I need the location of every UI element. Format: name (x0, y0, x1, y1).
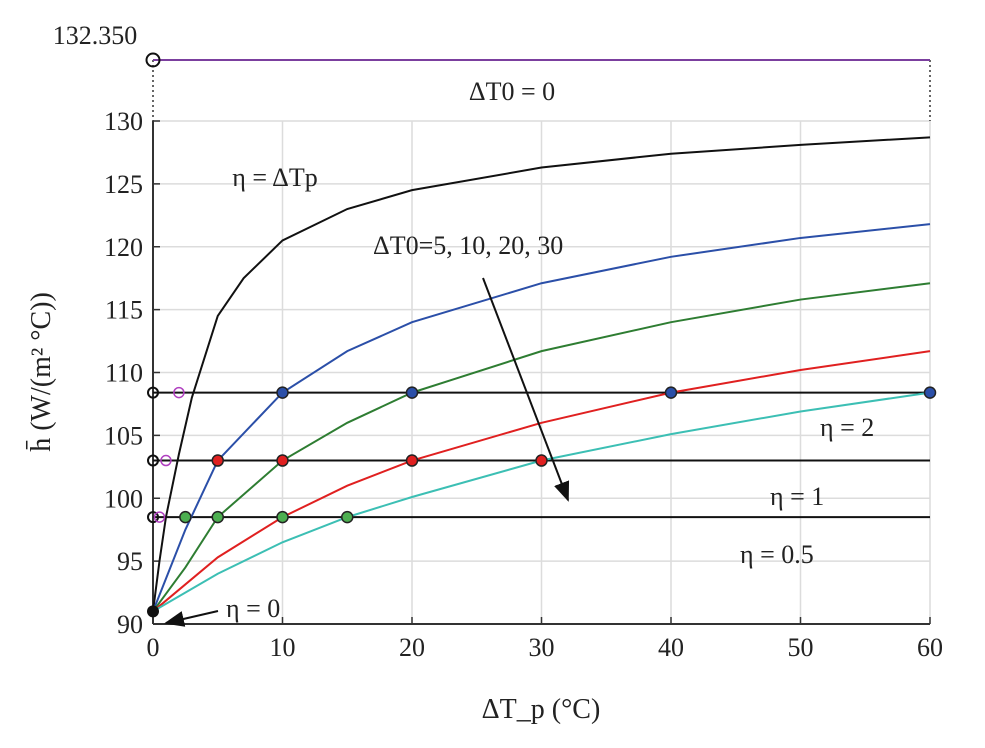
y-tick-label: 115 (105, 296, 143, 325)
data-marker (179, 510, 192, 524)
label-eta-2: η = 2 (820, 413, 874, 442)
x-tick-label: 60 (917, 633, 943, 662)
y-tick-label: 125 (104, 170, 143, 199)
series-line (152, 223, 931, 612)
annotation-eta-dtp: η = ΔTp (232, 163, 317, 192)
y-break-label: 132.350 (53, 21, 138, 50)
origin-marker (147, 605, 159, 618)
y-tick-label: 90 (117, 610, 143, 639)
data-marker (276, 454, 289, 467)
series-line (152, 282, 931, 613)
annotation-dt0-zero: ΔT0 = 0 (469, 77, 555, 106)
x-tick-label: 0 (147, 633, 160, 662)
x-tick-label: 40 (658, 633, 684, 662)
y-tick-label: 120 (104, 233, 143, 262)
data-marker (923, 386, 937, 399)
open-marker (153, 511, 166, 523)
open-marker (173, 386, 185, 399)
arrow-eta-zero (164, 610, 219, 627)
y-tick-label: 130 (104, 107, 143, 136)
markers (145, 52, 937, 618)
x-tick-label: 30 (529, 633, 555, 662)
y-tick-label: 105 (104, 421, 143, 450)
y-tick-label: 100 (104, 484, 143, 513)
break-marker (145, 52, 161, 68)
annotation-eta-zero: η = 0 (226, 594, 280, 623)
data-marker (405, 454, 419, 467)
data-marker (276, 386, 289, 399)
data-marker (341, 510, 354, 524)
x-tick-label: 20 (399, 633, 425, 662)
series-line (152, 136, 931, 612)
x-axis-label: ΔT_p (°C) (482, 694, 601, 725)
data-marker (211, 454, 224, 467)
data-marker (405, 386, 419, 399)
annotation-dt0-list: ΔT0=5, 10, 20, 30 (373, 231, 563, 260)
data-marker (276, 510, 289, 524)
annotations: ΔT0 = 0 η = ΔTp ΔT0=5, 10, 20, 30 η = 0 … (26, 21, 875, 725)
y-tick-label: 110 (105, 359, 143, 388)
open-marker-axis (147, 511, 159, 524)
y-tick-label: 95 (117, 547, 143, 576)
data-marker (211, 510, 224, 524)
arrow-dt0 (482, 277, 570, 502)
x-tick-label: 50 (788, 633, 814, 662)
series-line (152, 391, 931, 613)
label-eta-0-5: η = 0.5 (740, 540, 814, 569)
y-axis-label: h̄ (W/(m² °C)) (26, 292, 57, 452)
open-marker-axis (147, 386, 159, 399)
data-marker (664, 386, 678, 399)
x-tick-label: 10 (270, 633, 296, 662)
label-eta-1: η = 1 (770, 482, 824, 511)
open-marker (160, 454, 172, 467)
data-marker (535, 454, 548, 467)
grid (152, 120, 931, 625)
series-lines (152, 59, 931, 613)
open-marker-axis (147, 454, 159, 467)
ticks: 0 10 20 30 40 50 60 90 95 100 105 110 115 120 125 130 (104, 60, 943, 662)
